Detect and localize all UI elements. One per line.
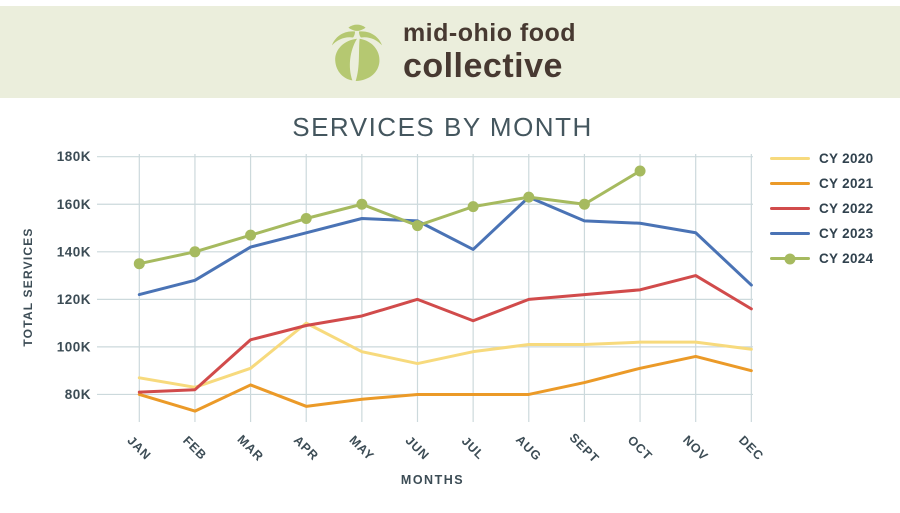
x-tick-label: NOV — [680, 433, 711, 464]
series-marker-cy-2024 — [133, 258, 145, 270]
legend-swatch-cy-2024 — [770, 253, 810, 264]
series-marker-cy-2024 — [300, 213, 312, 225]
x-tick-label: DEC — [736, 433, 766, 463]
series-line-cy-2022 — [137, 274, 753, 394]
series-marker-cy-2024 — [356, 198, 368, 210]
x-tick-label: MAR — [235, 432, 267, 464]
header-band: mid-ohio food collective — [0, 6, 900, 98]
y-tick-label: 140K — [57, 244, 91, 259]
x-axis-title: MONTHS — [400, 473, 465, 487]
series-marker-cy-2024 — [189, 246, 201, 258]
x-tick-label: AUG — [513, 433, 544, 464]
y-tick-label: 160K — [57, 197, 91, 212]
produce-leaves-icon — [331, 24, 383, 82]
logo-line1: mid-ohio food — [402, 19, 577, 47]
legend-swatch-cy-2021 — [770, 181, 810, 186]
x-tick-label: JAN — [124, 434, 153, 463]
series-marker-cy-2024 — [523, 191, 535, 203]
x-tick-label: JUL — [459, 434, 487, 462]
legend-label: CY 2020 — [819, 151, 874, 166]
x-tick-label: MAY — [346, 433, 376, 463]
logo-text: mid-ohio food collective — [402, 19, 577, 85]
logo: mid-ohio food collective — [324, 19, 576, 85]
y-tick-label: 120K — [57, 292, 91, 307]
legend-swatch-cy-2023 — [770, 231, 810, 236]
series-line-cy-2023 — [137, 195, 753, 297]
x-tick-label: APR — [291, 433, 321, 463]
legend-swatch-cy-2022 — [770, 206, 810, 211]
series-marker-cy-2024 — [578, 198, 590, 210]
legend-item-cy-2022: CY 2022 — [770, 196, 896, 221]
x-tick-label: OCT — [625, 433, 655, 463]
legend-item-cy-2021: CY 2021 — [770, 171, 896, 196]
logo-line2: collective — [402, 47, 563, 85]
legend-item-cy-2023: CY 2023 — [770, 221, 896, 246]
y-tick-label: 180K — [57, 149, 91, 164]
legend: CY 2020 CY 2021 CY 2022 CY 2023 CY 2024 — [770, 146, 896, 271]
legend-item-cy-2024: CY 2024 — [770, 246, 896, 271]
series-marker-cy-2024 — [412, 220, 423, 232]
x-tick-label: SEPT — [567, 431, 602, 466]
legend-label: CY 2023 — [819, 226, 874, 241]
legend-label: CY 2024 — [819, 251, 874, 266]
series-line-cy-2024 — [137, 169, 642, 266]
y-tick-label: 80K — [65, 387, 91, 402]
legend-label: CY 2022 — [819, 201, 874, 216]
x-tick-label: FEB — [180, 434, 209, 463]
x-tick-label: JUN — [403, 434, 432, 463]
series-marker-cy-2024 — [634, 165, 646, 177]
chart-title: SERVICES BY MONTH — [292, 112, 593, 142]
series-marker-cy-2024 — [467, 201, 479, 213]
series-line-cy-2020 — [137, 321, 753, 389]
series-line-cy-2021 — [137, 354, 753, 413]
series-marker-cy-2024 — [245, 229, 257, 241]
legend-marker-dot — [784, 253, 796, 264]
legend-item-cy-2020: CY 2020 — [770, 146, 896, 171]
y-tick-label: 100K — [57, 339, 91, 354]
legend-swatch-cy-2020 — [770, 156, 810, 161]
legend-label: CY 2021 — [819, 176, 874, 191]
